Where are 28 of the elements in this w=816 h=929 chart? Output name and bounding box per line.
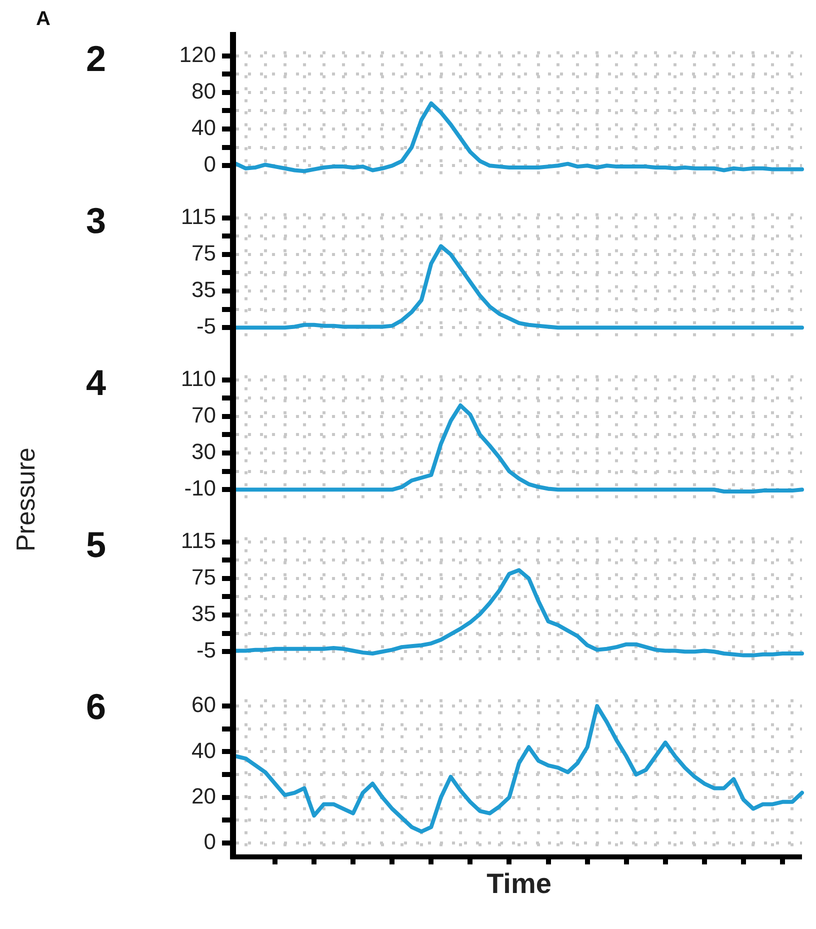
chart-title: 5	[86, 524, 106, 566]
y-tick-label: 0	[204, 829, 216, 854]
y-tick-label: 70	[192, 402, 216, 428]
text: A	[36, 8, 50, 31]
y-tick-label: -5	[196, 638, 216, 663]
y-axis-title: Pressure	[10, 446, 42, 554]
y-tick-label: 30	[192, 439, 216, 464]
y-tick-label: 20	[192, 783, 216, 808]
y-tick-label: 120	[179, 42, 216, 67]
y-tick-label: 35	[192, 277, 216, 302]
y-tick-label: 80	[192, 78, 216, 104]
chart-title: 6	[86, 686, 106, 728]
x-axis-title: Time	[486, 868, 552, 899]
chart-title: 4	[86, 362, 106, 404]
y-tick-label: 115	[180, 204, 216, 229]
y-tick-label: -5	[196, 314, 216, 339]
y-tick-label: 40	[192, 738, 216, 763]
chart-title: 2	[86, 38, 106, 80]
y-tick-label: 115	[180, 528, 216, 553]
y-tick-label: 75	[192, 240, 216, 266]
chart-title: 3	[86, 200, 106, 242]
y-tick-label: 60	[192, 692, 216, 718]
y-tick-label: 0	[204, 152, 216, 177]
y-tick-label: 75	[192, 564, 216, 590]
y-tick-label: 35	[192, 601, 216, 626]
y-tick-label: 110	[180, 366, 216, 391]
y-tick-label: -10	[184, 476, 216, 501]
y-tick-label: 40	[192, 115, 216, 140]
